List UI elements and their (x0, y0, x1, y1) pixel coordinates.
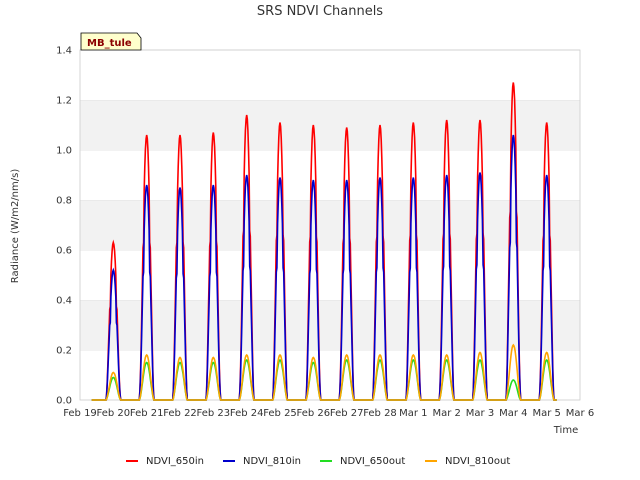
x-tick-label: Feb 20 (97, 408, 131, 419)
grid-bands (79, 49, 581, 401)
x-axis-title: Time (553, 425, 578, 436)
y-axis-title: Radiance (W/m2/nm/s) (10, 169, 21, 284)
legend-label: NDVI_810in (243, 456, 301, 467)
x-tick-label: Feb 19 (63, 408, 97, 419)
site-label-box: MB_tule (80, 32, 142, 51)
y-tick-label: 0.4 (56, 296, 72, 307)
y-axis-ticks: 0.0 0.2 0.4 0.6 0.8 1.0 1.2 1.4 (56, 46, 72, 407)
x-tick-label: Feb 27 (330, 408, 364, 419)
legend: NDVI_650in NDVI_810in NDVI_650out NDVI_810o… (126, 456, 510, 467)
y-tick-label: 0.8 (56, 196, 72, 207)
grid-band (80, 150, 580, 200)
legend-label: NDVI_650out (340, 456, 405, 467)
grid-band (80, 350, 580, 400)
legend-label: NDVI_650in (146, 456, 204, 467)
site-label: MB_tule (87, 38, 132, 49)
grid-band (80, 100, 580, 150)
x-tick-label: Feb 28 (363, 408, 397, 419)
x-tick-label: Feb 26 (297, 408, 331, 419)
x-tick-label: Mar 1 (399, 408, 427, 419)
y-tick-label: 0.2 (56, 346, 72, 357)
x-tick-label: Mar 3 (466, 408, 494, 419)
x-tick-label: Feb 25 (263, 408, 297, 419)
legend-label: NDVI_810out (445, 456, 510, 467)
y-tick-label: 0.0 (56, 396, 72, 407)
x-tick-label: Mar 6 (566, 408, 594, 419)
grid-band (80, 300, 580, 350)
y-tick-label: 1.4 (56, 46, 72, 57)
x-tick-label: Feb 21 (130, 408, 164, 419)
site-label-background (80, 32, 142, 51)
x-axis-ticks: Feb 19 Feb 20 Feb 21 Feb 22 Feb 23 Feb 24 Feb … (63, 408, 594, 419)
grid-band (80, 50, 580, 100)
y-tick-label: 0.6 (56, 246, 72, 257)
x-tick-label: Feb 22 (163, 408, 197, 419)
x-tick-label: Feb 23 (197, 408, 231, 419)
grid-band (80, 200, 580, 250)
series-line-ndvi-810out (91, 343, 557, 401)
grid-band (80, 250, 580, 300)
x-tick-label: Mar 4 (499, 408, 527, 419)
series-lines (91, 82, 557, 401)
x-tick-label: Mar 2 (432, 408, 460, 419)
y-tick-label: 1.0 (56, 146, 72, 157)
x-tick-label: Mar 5 (532, 408, 560, 419)
x-tick-label: Feb 24 (230, 408, 264, 419)
chart-title: SRS NDVI Channels (257, 4, 383, 19)
y-tick-label: 1.2 (56, 96, 72, 107)
